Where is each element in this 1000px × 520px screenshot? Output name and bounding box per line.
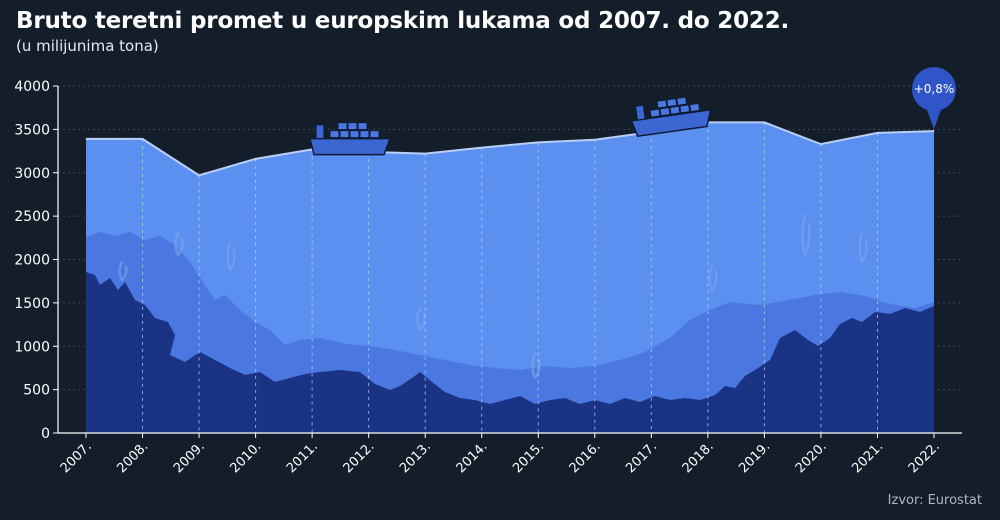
ship-container bbox=[666, 97, 678, 108]
x-tick-label: 2016. bbox=[567, 439, 604, 476]
ship-container bbox=[689, 102, 701, 113]
ship-container bbox=[359, 130, 370, 139]
coral-stalk bbox=[708, 264, 718, 292]
coral-stalk bbox=[858, 230, 868, 264]
ship-bridge bbox=[634, 104, 646, 121]
ship-container bbox=[649, 108, 661, 118]
x-tick-label: 2007. bbox=[58, 439, 95, 476]
ship-container bbox=[329, 130, 340, 139]
callout-pointer bbox=[926, 107, 942, 130]
callout-bubble bbox=[912, 67, 956, 112]
y-tick-label: 1500 bbox=[14, 296, 50, 312]
coral-stalk bbox=[174, 231, 184, 257]
y-tick-label: 3000 bbox=[14, 166, 50, 182]
source-note: Izvor: Eurostat bbox=[887, 493, 982, 508]
coral-stalk bbox=[531, 352, 541, 380]
ship-container bbox=[676, 96, 688, 106]
ship-container bbox=[349, 130, 360, 139]
chart-subtitle: (u milijunima tona) bbox=[16, 37, 159, 55]
x-tick-label: 2009. bbox=[171, 439, 208, 476]
ship-container bbox=[659, 106, 671, 117]
y-tick-label: 2000 bbox=[14, 253, 50, 269]
change-callout: +0,8% bbox=[912, 67, 956, 130]
y-axis-ticks: 0 500 1000 1500 2000 2500 3000 3500 4000 bbox=[14, 79, 58, 442]
data-point bbox=[933, 130, 935, 132]
x-tick-label: 2022. bbox=[906, 439, 943, 476]
ship-container bbox=[679, 104, 691, 114]
x-tick-label: 2021. bbox=[849, 439, 886, 476]
coral-stalk bbox=[226, 242, 236, 272]
x-tick-label: 2014. bbox=[454, 439, 491, 476]
x-tick-label: 2013. bbox=[397, 439, 434, 476]
coral-stalk bbox=[801, 213, 811, 257]
x-tick-label: 2015. bbox=[510, 439, 547, 476]
y-tick-label: 1000 bbox=[14, 339, 50, 355]
ship-hull bbox=[309, 137, 392, 156]
x-tick-label: 2020. bbox=[793, 439, 830, 476]
ship-hull bbox=[630, 108, 712, 138]
y-tick-label: 500 bbox=[23, 383, 50, 399]
x-tick-label: 2012. bbox=[341, 439, 378, 476]
coral-stalk bbox=[416, 306, 426, 332]
ship-container bbox=[369, 130, 380, 139]
ship-icon bbox=[630, 96, 712, 138]
ship-container bbox=[656, 99, 668, 109]
ships bbox=[309, 96, 712, 156]
ship-container bbox=[337, 122, 348, 131]
y-tick-label: 3500 bbox=[14, 122, 50, 138]
area-line bbox=[86, 121, 935, 177]
ship-container bbox=[339, 130, 350, 139]
coral-reef-silhouette bbox=[86, 213, 934, 433]
data-point bbox=[85, 138, 87, 140]
ship-icon bbox=[309, 122, 392, 156]
chart-title: Bruto teretni promet u europskim lukama … bbox=[16, 8, 790, 34]
x-tick-label: 2008. bbox=[114, 439, 151, 476]
ship-bridge bbox=[315, 124, 325, 140]
x-tick-label: 2018. bbox=[680, 439, 717, 476]
coral-stalk bbox=[118, 260, 128, 282]
x-tick-label: 2011. bbox=[284, 439, 321, 476]
y-tick-label: 0 bbox=[41, 426, 50, 442]
reef-front bbox=[86, 272, 934, 433]
y-tick-label: 2500 bbox=[14, 209, 50, 225]
x-tick-label: 2019. bbox=[736, 439, 773, 476]
vertical-gridlines bbox=[142, 122, 878, 433]
ship-container bbox=[669, 105, 681, 115]
ship-container bbox=[347, 122, 358, 131]
x-tick-label: 2017. bbox=[623, 439, 660, 476]
callout-label: +0,8% bbox=[914, 82, 955, 96]
ship-container bbox=[357, 122, 368, 131]
x-tick-label: 2010. bbox=[228, 439, 265, 476]
y-tick-label: 4000 bbox=[14, 79, 50, 95]
x-axis-ticks: 2007. 2008. 2009. 2010. 2011. 2012. 2013. 2014.… bbox=[58, 433, 943, 476]
